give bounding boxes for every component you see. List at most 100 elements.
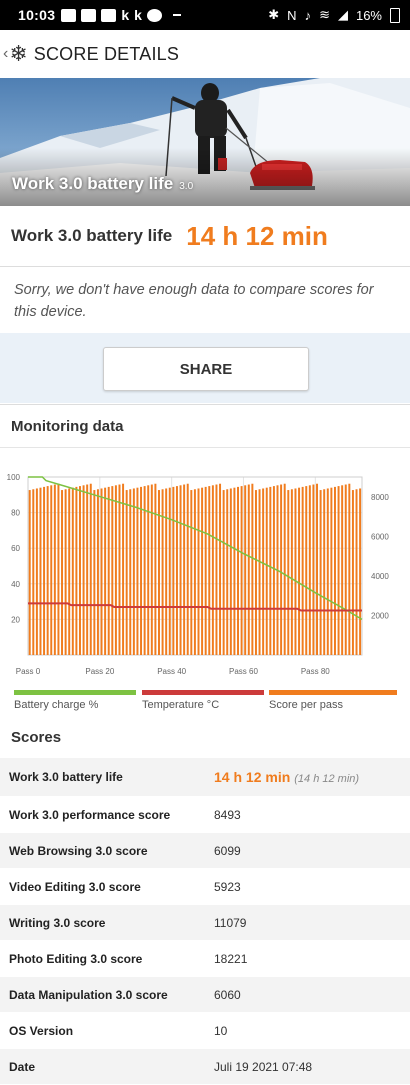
row-value: 8493 [214, 807, 241, 822]
gallery-icon [61, 8, 77, 22]
score-bar [233, 487, 236, 655]
score-bar [35, 488, 38, 655]
score-bar [344, 484, 347, 655]
app-bar: ‹ ❄ SCORE DETAILS [0, 30, 410, 78]
score-bar [179, 485, 182, 655]
score-bar [143, 486, 146, 655]
score-bar [226, 489, 229, 655]
score-bar [272, 486, 275, 655]
legend-swatch-temperature [142, 690, 264, 695]
score-bar [326, 488, 329, 655]
page-title: SCORE DETAILS [33, 43, 180, 64]
legend-item-score: Score per pass [269, 690, 397, 711]
comparison-notice: Sorry, we don't have enough data to comp… [0, 267, 410, 334]
hero-caption: Work 3.0 battery life 3.0 [12, 174, 193, 194]
score-bar [147, 485, 150, 655]
table-row: Work 3.0 performance score 8493 [0, 797, 410, 833]
legend-swatch-battery [14, 690, 136, 695]
minus-icon [172, 14, 181, 16]
row-label: Data Manipulation 3.0 score [9, 987, 168, 1002]
k-app-icon: k [121, 7, 130, 23]
score-bar [165, 488, 168, 655]
score-bar [122, 483, 125, 655]
share-button[interactable]: SHARE [103, 347, 309, 391]
score-bar [43, 486, 46, 655]
row-label: Work 3.0 battery life [9, 770, 123, 784]
row-value: 10 [214, 1023, 228, 1038]
youtube-icon [81, 8, 97, 22]
legend-swatch-score [269, 690, 397, 695]
score-bar [348, 483, 351, 655]
score-bar [287, 490, 290, 655]
score-bar [265, 487, 268, 655]
score-bar [107, 486, 110, 655]
monitoring-chart-svg: 100 80 60 40 20 8000 6000 4000 2000 Pass 0 Pass 20… [7, 473, 390, 676]
score-bar [211, 485, 214, 655]
k-app-icon-2: k [134, 7, 142, 23]
score-bar [96, 489, 99, 655]
table-row: OS Version 10 [0, 1013, 410, 1049]
score-bar [86, 484, 89, 655]
right-axis-tick: 8000 [371, 493, 389, 502]
score-bar [294, 488, 297, 655]
x-axis-tick: Pass 40 [157, 667, 186, 676]
table-row: Photo Editing 3.0 score 18221 [0, 941, 410, 977]
score-bar [229, 488, 232, 655]
score-bar [244, 485, 247, 655]
score-bar [150, 484, 153, 655]
score-bar [204, 486, 207, 655]
left-axis-tick: 60 [11, 544, 20, 553]
score-bar [75, 486, 78, 655]
wifi-icon: ≋ [319, 7, 330, 22]
score-bar [61, 490, 64, 655]
row-value: 14 h 12 min (14 h 12 min) [214, 769, 359, 785]
left-axis-tick: 100 [7, 473, 21, 482]
status-time: 10:03 [18, 7, 56, 23]
score-label: Work 3.0 battery life [11, 226, 173, 245]
scores-table: Work 3.0 battery life 14 h 12 min (14 h 1… [0, 758, 410, 1085]
monitoring-header: Monitoring data [0, 404, 410, 448]
row-value: 6099 [214, 843, 241, 858]
score-bar [154, 483, 157, 655]
score-bar [312, 484, 315, 655]
table-row: Data Manipulation 3.0 score 6060 [0, 977, 410, 1013]
x-axis-tick: Pass 0 [16, 667, 41, 676]
row-label: Date [9, 1059, 36, 1074]
score-bar [183, 484, 186, 655]
row-label: Writing 3.0 score [9, 915, 106, 930]
back-chevron-icon[interactable]: ‹ [3, 45, 9, 62]
monitoring-title: Monitoring data [11, 417, 124, 435]
score-bar [132, 488, 135, 655]
temperature-line [28, 602, 362, 612]
score-bar [46, 486, 49, 655]
score-bar [333, 486, 336, 655]
score-bar [305, 486, 308, 655]
score-bar [337, 486, 340, 655]
score-bar [78, 486, 81, 655]
score-bar [247, 484, 250, 655]
row-value: 11079 [214, 915, 247, 930]
score-bar [341, 485, 344, 655]
system-icons: ✱ N ♪ ≋ ◢ 16% [268, 7, 400, 23]
score-bar [262, 488, 265, 655]
score-value: 14 h 12 min [186, 220, 328, 251]
score-bar [111, 486, 114, 655]
scores-title: Scores [11, 728, 62, 746]
battery-life-value: 14 h 12 min [214, 769, 291, 785]
score-bar [251, 483, 254, 655]
score-bar [330, 487, 333, 655]
score-bar [68, 488, 71, 655]
score-bar [301, 486, 304, 655]
youtube-icon-2 [101, 8, 117, 22]
score-bar [57, 483, 60, 655]
score-bar [140, 486, 143, 655]
x-axis-tick: Pass 20 [85, 667, 114, 676]
score-bar [71, 487, 74, 655]
row-label: Web Browsing 3.0 score [9, 843, 148, 858]
score-bar [161, 489, 164, 655]
left-axis-tick: 40 [11, 580, 20, 589]
legend-item-battery: Battery charge % [14, 690, 136, 711]
score-bar [290, 489, 293, 655]
score-bar [254, 490, 257, 655]
snowflake-logo-icon[interactable]: ❄ [9, 41, 28, 66]
